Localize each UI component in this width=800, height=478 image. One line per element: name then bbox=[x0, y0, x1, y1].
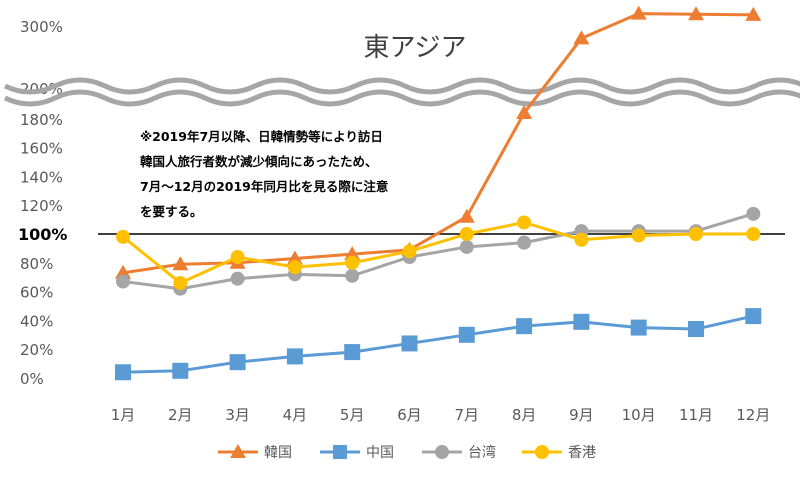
x-tick-label: 2月 bbox=[168, 406, 193, 424]
data-point bbox=[345, 268, 360, 283]
data-point bbox=[745, 308, 762, 325]
data-point bbox=[229, 354, 246, 371]
note-line: 韓国人旅行者数が減少傾向にあったため、 bbox=[140, 154, 378, 169]
data-point bbox=[172, 256, 189, 271]
data-point bbox=[517, 235, 532, 250]
x-tick-label: 4月 bbox=[283, 406, 308, 424]
data-point bbox=[116, 229, 130, 244]
data-point bbox=[631, 228, 646, 243]
data-point bbox=[574, 232, 589, 247]
x-tick-label: 8月 bbox=[512, 406, 537, 424]
y-tick-label: 60% bbox=[20, 284, 53, 302]
data-point bbox=[344, 344, 361, 361]
series-line-中国 bbox=[122, 314, 754, 374]
legend-marker bbox=[535, 445, 549, 459]
x-tick-label: 6月 bbox=[397, 406, 422, 424]
y-tick-label: 300% bbox=[20, 18, 63, 36]
x-tick-label: 11月 bbox=[679, 406, 713, 424]
data-point bbox=[230, 271, 245, 286]
x-tick-label: 9月 bbox=[569, 406, 594, 424]
data-point bbox=[344, 246, 361, 261]
data-point bbox=[287, 260, 302, 275]
legend-marker bbox=[230, 444, 246, 458]
legend-marker bbox=[333, 445, 347, 459]
data-point bbox=[630, 5, 647, 20]
y-tick-label: 140% bbox=[20, 168, 63, 186]
legend-marker bbox=[435, 445, 449, 459]
data-point bbox=[402, 244, 417, 259]
data-point bbox=[516, 318, 533, 335]
series-line-台湾 bbox=[122, 212, 754, 291]
data-point bbox=[172, 362, 189, 379]
data-point bbox=[517, 215, 532, 230]
y-tick-label: 160% bbox=[20, 140, 63, 158]
y-tick-label: 80% bbox=[20, 255, 53, 273]
data-point bbox=[746, 206, 761, 221]
y-tick-label: 0% bbox=[20, 370, 44, 388]
data-point bbox=[345, 255, 360, 270]
data-point bbox=[516, 105, 533, 120]
y-tick-label: 100% bbox=[18, 225, 67, 244]
data-point bbox=[115, 264, 131, 279]
data-point bbox=[689, 227, 703, 241]
data-point bbox=[115, 364, 131, 381]
x-tick-label: 10月 bbox=[622, 406, 656, 424]
series-line-香港 bbox=[122, 220, 754, 285]
data-point bbox=[458, 208, 475, 223]
y-tick-label: 180% bbox=[20, 111, 63, 129]
data-point bbox=[401, 335, 418, 352]
series-line-韓国 bbox=[122, 12, 754, 275]
x-tick-label: 12月 bbox=[736, 406, 770, 424]
y-tick-label: 20% bbox=[20, 341, 53, 359]
legend-label: 台湾 bbox=[468, 444, 496, 461]
data-point bbox=[746, 227, 761, 241]
data-point bbox=[286, 348, 303, 365]
y-tick-label: 40% bbox=[20, 312, 53, 330]
note-line: ※2019年7月以降、日韓情勢等により訪日 bbox=[140, 129, 383, 144]
data-point bbox=[173, 275, 188, 290]
legend-label: 韓国 bbox=[264, 445, 292, 461]
data-point bbox=[630, 319, 647, 336]
title-background bbox=[340, 20, 490, 68]
legend-label: 中国 bbox=[366, 445, 394, 461]
x-tick-label: 3月 bbox=[225, 406, 250, 424]
data-point bbox=[116, 274, 130, 289]
x-tick-label: 1月 bbox=[111, 406, 136, 424]
data-point bbox=[286, 250, 303, 265]
axis-break-wave-upper bbox=[3, 77, 800, 95]
note-line: を要する。 bbox=[140, 204, 203, 219]
y-tick-label: 120% bbox=[20, 197, 63, 215]
note-line: 7月～12月の2019年同月比を見る際に注意 bbox=[140, 179, 388, 194]
data-point bbox=[573, 30, 590, 45]
legend-label: 香港 bbox=[568, 445, 596, 461]
chart-title: 東アジア bbox=[364, 33, 467, 63]
data-point bbox=[230, 250, 245, 265]
data-point bbox=[459, 227, 474, 241]
data-point bbox=[688, 6, 704, 21]
data-point bbox=[688, 321, 704, 338]
x-tick-label: 7月 bbox=[455, 406, 480, 424]
x-tick-label: 5月 bbox=[340, 406, 365, 424]
data-point bbox=[745, 6, 762, 21]
data-point bbox=[458, 326, 475, 343]
data-point bbox=[459, 239, 474, 254]
data-point bbox=[573, 313, 590, 330]
axis-break-wave-lower bbox=[3, 89, 800, 107]
